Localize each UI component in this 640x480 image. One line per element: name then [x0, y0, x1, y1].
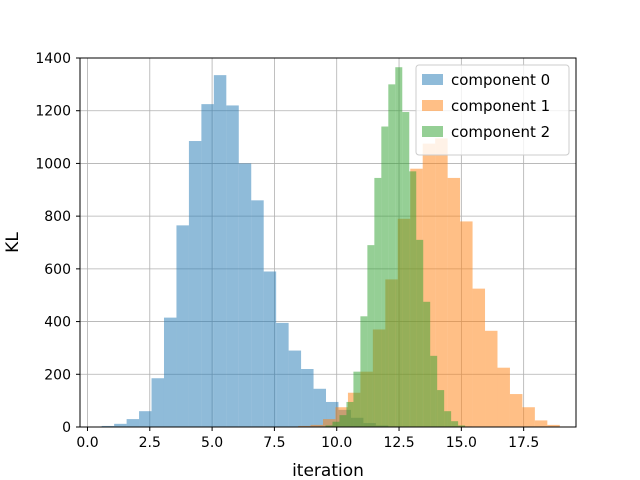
- histogram-bar: [402, 112, 410, 428]
- histogram-bar: [238, 163, 252, 427]
- legend-swatch: [422, 126, 443, 137]
- x-tick-label: 0.0: [76, 435, 98, 451]
- histogram-bar: [444, 411, 452, 427]
- histogram-bar: [301, 369, 314, 427]
- histogram-bar: [447, 177, 461, 427]
- histogram-bar: [388, 84, 396, 427]
- histogram-bar: [151, 378, 164, 427]
- histogram-bar: [451, 421, 459, 427]
- histogram-bar: [353, 371, 361, 427]
- histogram-bar: [276, 322, 289, 427]
- y-tick-label: 400: [44, 315, 71, 331]
- histogram-bar: [423, 301, 431, 427]
- histogram-bar: [325, 425, 333, 427]
- legend-swatch: [422, 74, 443, 85]
- x-tick-label: 17.5: [508, 435, 539, 451]
- histogram-bar: [485, 330, 498, 427]
- histogram-bar: [310, 424, 324, 427]
- histogram-bar: [323, 419, 336, 427]
- histogram-bar: [374, 177, 382, 427]
- histogram-bar: [430, 355, 438, 427]
- histogram-bar: [339, 415, 347, 427]
- histogram-bar: [460, 221, 473, 427]
- histogram-bar: [435, 138, 448, 427]
- y-tick-label: 0: [62, 420, 71, 436]
- histogram-bar: [332, 421, 340, 427]
- histogram-bar: [163, 317, 177, 427]
- histogram-bar: [126, 419, 140, 427]
- x-tick-label: 7.5: [263, 435, 285, 451]
- series-2-bars: [318, 67, 473, 428]
- x-tick-label: 12.5: [383, 435, 414, 451]
- histogram-bar: [381, 126, 389, 428]
- histogram-bar: [409, 171, 417, 427]
- histogram-bar: [298, 425, 311, 427]
- y-tick-label: 1000: [35, 156, 71, 172]
- x-tick-label: 10.0: [321, 435, 352, 451]
- x-tick-label: 2.5: [139, 435, 161, 451]
- histogram-bar: [213, 75, 227, 427]
- histogram-bar: [101, 425, 115, 427]
- histogram-bar: [547, 424, 560, 427]
- histogram-bar: [226, 105, 239, 427]
- histogram-bar: [437, 390, 445, 427]
- legend-label: component 1: [451, 97, 550, 115]
- y-tick-label: 800: [44, 209, 71, 225]
- histogram-bar: [367, 245, 375, 427]
- histogram-bar: [114, 423, 127, 427]
- histogram-bar: [458, 425, 466, 427]
- bars-layer: [101, 67, 573, 428]
- y-tick-label: 1200: [35, 104, 71, 120]
- histogram-bar: [534, 420, 548, 427]
- histogram-bar: [139, 411, 152, 427]
- histogram-bar: [176, 225, 189, 427]
- y-axis-label: KL: [3, 232, 23, 253]
- y-tick-label: 200: [44, 367, 71, 383]
- x-tick-label: 5.0: [201, 435, 223, 451]
- histogram-bar: [497, 367, 510, 427]
- x-tick-label: 15.0: [446, 435, 477, 451]
- histogram-bar: [188, 141, 202, 427]
- histogram-bar: [416, 239, 424, 427]
- histogram-bar: [522, 407, 535, 427]
- histogram-bar: [360, 316, 368, 427]
- histogram-bar: [251, 200, 264, 427]
- histogram-bar: [313, 388, 327, 427]
- histogram-bar: [288, 350, 302, 427]
- legend-label: component 2: [451, 123, 550, 141]
- histogram-bar: [201, 104, 214, 427]
- histogram-bar: [263, 271, 277, 427]
- legend: component 0 component 1 component 2: [415, 64, 570, 156]
- y-tick-label: 600: [44, 262, 71, 278]
- ticks-layer: 0.0 2.5 5.0 7.5 10.0 12.5 15.0 17.5 0 200 400 600 80…: [35, 51, 539, 451]
- legend-label: component 0: [451, 71, 550, 89]
- x-axis-label: iteration: [292, 461, 364, 480]
- legend-frame: [415, 64, 570, 156]
- plot-frame: [79, 57, 577, 428]
- histogram-bar: [346, 401, 354, 427]
- y-tick-label: 1400: [35, 51, 71, 67]
- histogram-bar: [395, 67, 403, 427]
- legend-swatch: [422, 100, 443, 111]
- series-0-bars: [101, 75, 401, 427]
- histogram-bar: [509, 394, 523, 427]
- histogram-bar: [472, 288, 486, 427]
